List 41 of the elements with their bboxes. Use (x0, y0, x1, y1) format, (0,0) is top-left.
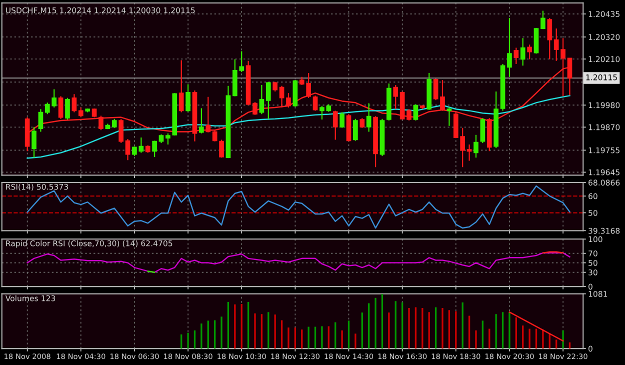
candlestick (98, 115, 104, 131)
candlestick (286, 92, 291, 108)
candlestick (520, 38, 526, 66)
candlestick (340, 112, 344, 128)
candlestick (406, 108, 412, 122)
candlestick (259, 84, 264, 115)
candlestick (279, 85, 284, 108)
candlestick (252, 102, 258, 116)
candlestick (527, 44, 532, 60)
candlestick (413, 104, 418, 122)
candlestick (332, 110, 338, 140)
candlestick (32, 126, 36, 158)
candlestick (125, 138, 130, 161)
candlestick (312, 95, 318, 112)
candlestick (514, 47, 519, 65)
candlestick (446, 106, 452, 126)
candlestick (366, 102, 372, 132)
candlestick (440, 79, 445, 112)
candlestick (65, 97, 70, 120)
candlestick (78, 106, 84, 118)
candlestick (178, 60, 184, 113)
candlestick (480, 118, 486, 144)
candlestick (540, 10, 546, 30)
candlestick (199, 108, 204, 134)
candlestick (547, 18, 552, 60)
candlestick (266, 81, 271, 120)
candlestick (186, 84, 190, 112)
candlestick (433, 78, 438, 101)
candlestick (466, 144, 472, 162)
candlestick (393, 84, 398, 110)
candlestick (474, 134, 478, 158)
candlestick (152, 140, 157, 158)
line-series (26, 95, 570, 159)
candlestick (58, 96, 64, 120)
line-series (26, 252, 570, 273)
candlestick (353, 118, 358, 142)
candlestick (219, 139, 224, 158)
candlestick (72, 94, 77, 113)
candlestick (38, 108, 44, 132)
candlestick (112, 118, 117, 128)
candlestick (360, 118, 365, 128)
